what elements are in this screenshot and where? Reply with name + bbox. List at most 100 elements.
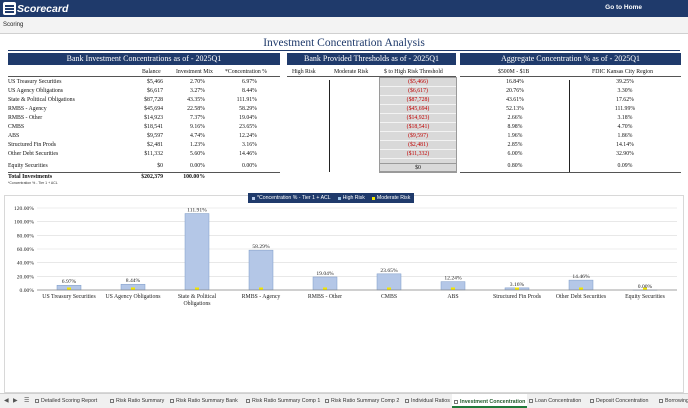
x-tick-label: US Treasury Securities xyxy=(42,294,96,300)
total-divider xyxy=(8,172,280,173)
row-label: US Treasury Securities xyxy=(8,79,62,85)
tab-label: Risk Ratio Summary Comp 2 xyxy=(331,398,400,404)
sheet-tab-icon xyxy=(35,399,39,403)
x-tick-label: RMBS - Other xyxy=(308,294,342,300)
data-label: 14.46% xyxy=(572,274,590,280)
tab-deposit-concentration[interactable]: Deposit Concentration xyxy=(590,398,648,404)
cell-balance: $2,481 xyxy=(147,142,163,148)
cell-region: 32.90% xyxy=(616,151,634,157)
legend-label: *Concentration % - Tier 1 + ACL xyxy=(257,195,331,201)
cell-concentration: 23.65% xyxy=(239,124,257,130)
cell-threshold: ($87,728) xyxy=(406,97,430,103)
legend-item-high-risk: High Risk xyxy=(337,195,365,201)
cell-region: 4.70% xyxy=(617,124,633,130)
cell-concentration: 3.16% xyxy=(242,142,257,148)
tab-investment-concentration[interactable]: Investment Concentration xyxy=(452,394,528,408)
row-label: US Agency Obligations xyxy=(8,88,64,94)
tab-individual-ratios[interactable]: Individual Ratios xyxy=(405,398,450,404)
sheet-tab-icon xyxy=(170,399,174,403)
app-logo: Scorecard xyxy=(3,2,68,15)
legend-swatch-moderate-risk xyxy=(371,196,375,200)
cell-region: 39.25% xyxy=(616,79,634,85)
tab-scroll-right-icon[interactable]: ▶ xyxy=(13,398,18,404)
tab-borrowing[interactable]: Borrowing xyxy=(659,398,688,404)
cell-peer: 1.96% xyxy=(507,133,523,139)
tab-label: Borrowing xyxy=(665,398,688,404)
tab-label: Detailed Scoring Report xyxy=(41,398,98,404)
footnote: *Concentration % - Tier 1 + ACL xyxy=(8,181,58,185)
sheet-tab-icon xyxy=(110,399,114,403)
row-label: Structured Fin Prods xyxy=(8,142,56,148)
cell-threshold: ($2,481) xyxy=(408,142,428,148)
tab-risk-ratio-summary-bank[interactable]: Risk Ratio Summary Bank xyxy=(170,398,238,404)
marker-moderate-risk xyxy=(67,287,71,290)
cell-balance: $9,597 xyxy=(147,133,163,139)
tab-label: Investment Concentration xyxy=(460,398,526,405)
tab-loan-concentration[interactable]: Loan Concentration xyxy=(529,398,581,404)
cell-mix: 7.37% xyxy=(190,115,205,121)
cell-mix: 3.27% xyxy=(190,88,205,94)
cell-concentration: 6.97% xyxy=(242,79,257,85)
cell-peer: 8.98% xyxy=(507,124,523,130)
sheet-tab-icon xyxy=(454,399,458,404)
cell-concentration: 58.29% xyxy=(239,106,257,112)
sheet-tab-icon xyxy=(590,399,594,403)
x-tick-label: US Agency Obligations xyxy=(105,294,161,300)
sheet-tab-icon xyxy=(325,399,329,403)
y-tick-label: 100.00% xyxy=(14,220,34,226)
cell-peer: 52.13% xyxy=(506,106,524,112)
y-tick-label: 40.00% xyxy=(17,261,35,267)
cell-threshold: ($45,694) xyxy=(406,106,430,112)
x-tick-label: CMBS xyxy=(381,294,397,300)
y-tick-label: 20.00% xyxy=(17,274,35,280)
tab-risk-ratio-summary-comp-1[interactable]: Risk Ratio Summary Comp 1 xyxy=(246,398,320,404)
row-label: CMBS xyxy=(8,124,25,130)
cell-mix: 5.60% xyxy=(190,151,205,157)
cell-balance: $0 xyxy=(157,163,163,169)
row-label: Equity Securities xyxy=(8,163,48,169)
page-title: Investment Concentration Analysis xyxy=(263,37,425,49)
all-sheets-menu-icon[interactable]: ☰ xyxy=(24,398,30,404)
concentration-chart: 0.00% 20.00% 40.00% 60.00% 80.00% 100.00% 120.… xyxy=(4,195,684,393)
y-tick-label: 60.00% xyxy=(17,247,35,253)
cell-peer: 0.80% xyxy=(507,163,523,169)
column-separator xyxy=(569,80,570,172)
app-title: Scorecard xyxy=(17,2,69,15)
legend-label: Moderate Risk xyxy=(376,195,411,201)
cell-concentration: 12.24% xyxy=(239,133,257,139)
cell-threshold: ($14,923) xyxy=(406,115,430,121)
legend-swatch-concentration xyxy=(252,196,255,200)
sheet-tab-icon xyxy=(529,399,533,403)
marker-moderate-risk xyxy=(131,287,135,290)
cell-region: 111.99% xyxy=(614,106,636,112)
sheet-tab-icon xyxy=(246,399,250,403)
row-label: State & Political Obligations xyxy=(8,97,75,103)
y-tick-label: 0.00% xyxy=(20,288,35,294)
x-tick-label: Other Debt Securities xyxy=(556,294,607,300)
tab-detailed-scoring-report[interactable]: Detailed Scoring Report xyxy=(35,398,97,404)
cell-peer: 43.61% xyxy=(506,97,524,103)
total-balance: $202,379 xyxy=(141,174,163,180)
cell-mix: 1.23% xyxy=(190,142,205,148)
cell-mix: 22.58% xyxy=(187,106,205,112)
app-header: Scorecard Go to Home xyxy=(0,0,688,17)
tab-risk-ratio-summary-comp-2[interactable]: Risk Ratio Summary Comp 2 xyxy=(325,398,399,404)
tab-scroll-left-icon[interactable]: ◀ xyxy=(4,398,9,404)
cell-balance: $6,617 xyxy=(147,88,163,94)
cell-mix: 0.00% xyxy=(190,163,205,169)
cell-region: 17.62% xyxy=(616,97,634,103)
tab-risk-ratio-summary[interactable]: Risk Ratio Summary xyxy=(110,398,164,404)
x-tick-label: RMBS - Agency xyxy=(242,294,281,300)
go-to-home-link[interactable]: Go to Home xyxy=(605,4,642,11)
legend-label: High Risk xyxy=(342,195,365,201)
x-tick-label: Structured Fin Prods xyxy=(493,294,542,300)
cell-peer: 2.85% xyxy=(507,142,523,148)
x-tick-label: Obligations xyxy=(183,301,211,307)
data-label: 8.44% xyxy=(126,278,141,284)
cell-balance: $11,332 xyxy=(144,151,163,157)
data-label: 58.29% xyxy=(252,244,270,250)
data-label: 19.04% xyxy=(316,271,334,277)
col-header-investment-mix: Investment Mix xyxy=(176,69,213,75)
cell-region: 3.18% xyxy=(617,115,633,121)
cell-region: 1.86% xyxy=(617,133,633,139)
